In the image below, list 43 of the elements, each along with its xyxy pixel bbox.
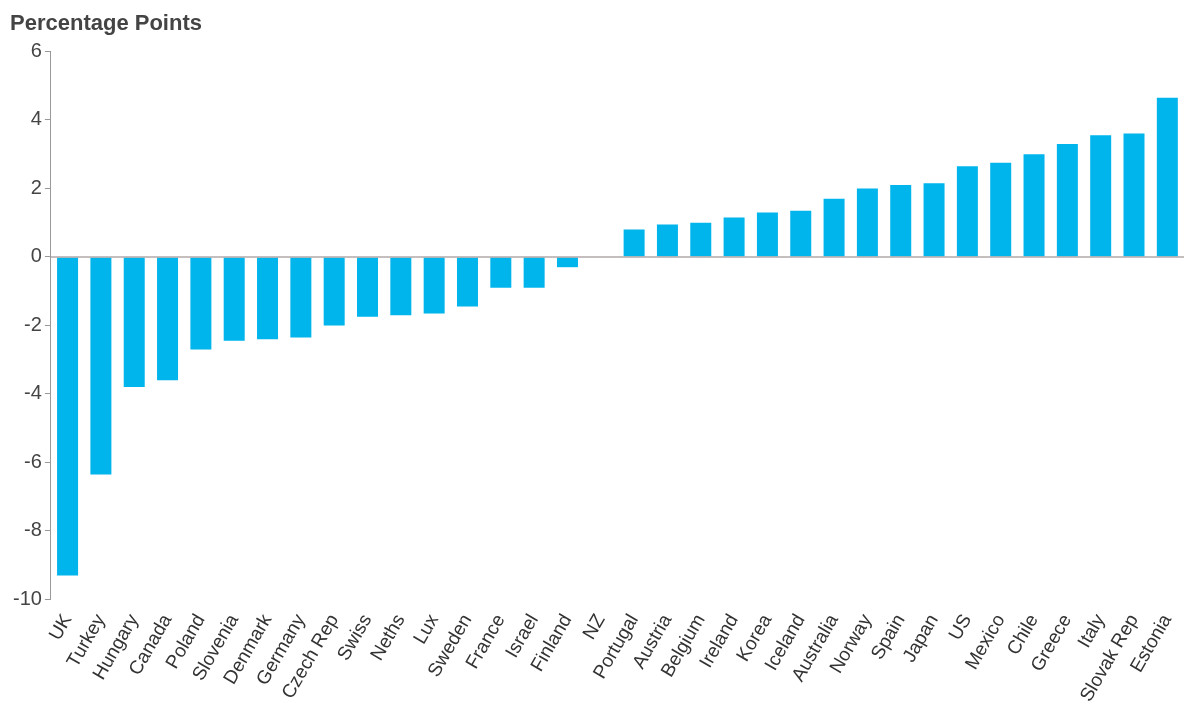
bar (257, 257, 279, 340)
bar (1090, 135, 1112, 257)
bar (223, 257, 245, 341)
bar (423, 257, 445, 314)
bar (790, 210, 812, 257)
bar (556, 257, 578, 268)
bar (390, 257, 412, 316)
bar (90, 257, 112, 475)
y-tick-label: 2 (30, 175, 42, 198)
bar (723, 217, 745, 257)
y-tick-label: -4 (24, 381, 42, 404)
bar (690, 222, 712, 257)
y-tick-label: -8 (24, 518, 42, 541)
bar (157, 257, 179, 381)
bar (756, 212, 778, 257)
y-tick-label: 0 (30, 244, 42, 267)
bar (523, 257, 545, 288)
bar (1123, 133, 1145, 257)
bar (190, 257, 212, 350)
y-tick-label: 6 (30, 38, 42, 61)
bar (490, 257, 512, 288)
bar (823, 198, 845, 257)
bar (890, 184, 912, 257)
y-tick-label: -6 (24, 449, 42, 472)
bar (956, 166, 978, 257)
y-axis-title: Percentage Points (10, 10, 202, 36)
bar (290, 257, 312, 338)
bar (656, 224, 678, 257)
bar (456, 257, 478, 307)
bar (323, 257, 345, 326)
bar (990, 162, 1012, 257)
bar (1056, 143, 1078, 257)
bar (57, 257, 79, 576)
y-tick-label: -10 (13, 586, 42, 609)
bar (1023, 154, 1045, 257)
bar (123, 257, 145, 388)
bar (923, 183, 945, 257)
bar (623, 229, 645, 257)
y-tick-label: 4 (30, 107, 42, 130)
bar (1156, 97, 1178, 257)
bar (357, 257, 378, 317)
bar (856, 188, 878, 257)
y-tick-label: -2 (24, 312, 42, 335)
